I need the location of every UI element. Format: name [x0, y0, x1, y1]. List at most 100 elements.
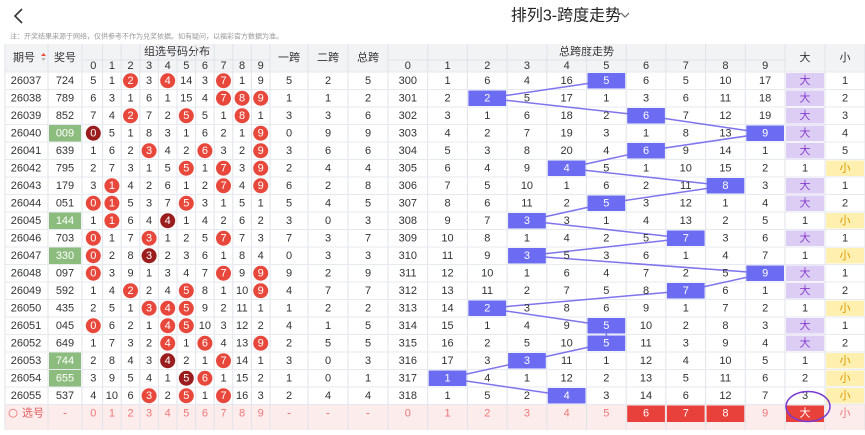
trend-cell: 8 [444, 197, 450, 209]
pick-dist-digit[interactable]: 1 [109, 407, 115, 419]
trend-cell: 4 [722, 250, 728, 262]
dist-cell: 3 [109, 92, 115, 104]
dist-hit [104, 178, 120, 194]
pick-dist-digit[interactable]: 2 [127, 407, 133, 419]
pick-trend-digit[interactable]: 3 [524, 407, 530, 419]
trend-cell: 9 [762, 267, 768, 279]
trend-cell: 10 [680, 162, 692, 174]
trend-cell: 3 [524, 355, 530, 367]
dist-cell: 3 [146, 232, 152, 244]
dist-hit [160, 213, 176, 229]
back-button[interactable] [13, 8, 23, 24]
trend-cell: 7 [722, 302, 728, 314]
pick-trend-digit[interactable]: 0 [405, 407, 411, 419]
trend-cell: 309 [399, 232, 417, 244]
span_total: 3 [365, 215, 371, 227]
span_total: 8 [365, 180, 371, 192]
dist-hit [216, 90, 231, 106]
pick-small[interactable]: 小 [840, 406, 851, 419]
pick-trend-digit[interactable]: 2 [484, 407, 490, 419]
trend-cell: 8 [683, 127, 689, 139]
dist-digit-header: 2 [127, 60, 133, 72]
trend-cell: 3 [603, 127, 609, 139]
big-hit [786, 230, 824, 246]
big: 1 [802, 302, 808, 314]
issue: 26052 [11, 337, 42, 349]
pick-trend-digit[interactable]: 9 [762, 407, 768, 419]
dist-cell: 0 [90, 250, 96, 262]
header-issue: 期号 [13, 51, 35, 64]
small: 1 [842, 267, 848, 279]
pick-trend-digit[interactable]: 6 [643, 407, 649, 419]
trend-cell: 7 [524, 127, 530, 139]
dist-cell: 6 [127, 390, 133, 402]
pick-dist-digit[interactable]: 6 [202, 407, 208, 419]
dist-cell: 8 [239, 110, 245, 122]
dist-cell: 3 [146, 355, 152, 367]
dist-cell: 6 [239, 215, 245, 227]
span1: 7 [286, 232, 292, 244]
number: 435 [56, 302, 74, 314]
pick-dist-digit[interactable]: 9 [258, 407, 264, 419]
dist-digit-header: 4 [165, 60, 171, 72]
dist-cell: 3 [90, 372, 96, 384]
trend-cell: 3 [722, 232, 728, 244]
span_total: 5 [365, 75, 371, 87]
dist-cell: 15 [180, 92, 192, 104]
title-dropdown[interactable] [620, 12, 630, 18]
sort-up[interactable] [41, 53, 46, 56]
pick-trend-digit[interactable]: 8 [722, 407, 728, 419]
pick-dist-digit[interactable]: 7 [220, 407, 226, 419]
small-hit [826, 160, 864, 176]
pick-trend-digit[interactable]: 5 [603, 407, 609, 419]
span_total: 2 [365, 92, 371, 104]
small: 1 [842, 75, 848, 87]
span1: 0 [286, 250, 292, 262]
trend-cell: 3 [524, 250, 530, 262]
pick-dist-digit[interactable]: 5 [183, 407, 189, 419]
trend-cell: 5 [484, 180, 490, 192]
pick-trend-selected[interactable] [666, 405, 705, 423]
dist-cell: 4 [90, 390, 96, 402]
dist-cell: 7 [220, 232, 226, 244]
span2: 9 [325, 127, 331, 139]
trend-cell: 303 [399, 127, 417, 139]
trend-cell: 5 [603, 162, 609, 174]
number: 724 [56, 75, 74, 87]
page-title[interactable]: 排列3-跨度走势 [511, 7, 621, 25]
trend-hit [627, 143, 665, 159]
trend-cell: 2 [484, 127, 490, 139]
pick-dist-digit[interactable]: 8 [239, 407, 245, 419]
dist-hit [253, 160, 269, 176]
pick-big[interactable]: 大 [800, 405, 811, 419]
small: 3 [842, 110, 848, 122]
span1: 1 [286, 92, 292, 104]
dist-cell: 9 [258, 285, 264, 297]
dist-hit [216, 388, 231, 404]
pick-dist-digit[interactable]: 4 [165, 407, 171, 419]
pick-trend-digit[interactable]: 1 [444, 407, 450, 419]
small: 1 [842, 320, 848, 332]
dist-cell: 4 [165, 355, 171, 367]
pick-dist-digit[interactable]: 3 [146, 407, 152, 419]
pick-trend-selected[interactable] [706, 405, 745, 423]
sort-down[interactable] [41, 58, 46, 61]
trend-cell: 11 [640, 337, 651, 349]
pick-trend-digit[interactable]: 4 [564, 407, 570, 419]
dist-cell: 2 [127, 110, 133, 122]
dist-cell: 2 [146, 285, 152, 297]
pick-big-selected[interactable] [786, 405, 824, 423]
trend-cell: 1 [444, 390, 450, 402]
pick-trend-digit[interactable]: 7 [683, 407, 689, 419]
number: 144 [56, 215, 74, 227]
dist-hit [123, 108, 138, 124]
pick-radio[interactable] [8, 408, 18, 418]
pick-trend-selected[interactable] [627, 405, 665, 423]
big-hit [786, 265, 824, 281]
dist-cell: 6 [202, 337, 208, 349]
trend-cell: 9 [762, 127, 768, 139]
issue: 26038 [11, 92, 42, 104]
pick-dist-digit[interactable]: 0 [90, 407, 96, 419]
trend-hit [547, 160, 586, 176]
dist-cell: 7 [220, 162, 226, 174]
